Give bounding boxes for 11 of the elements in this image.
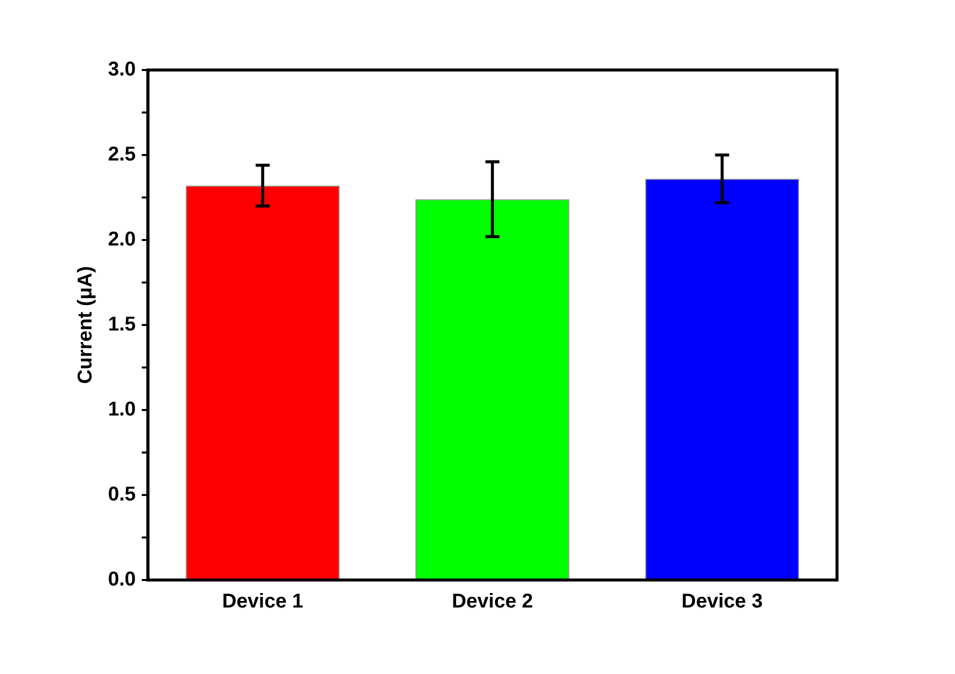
x-tick-label: Device 3 [682, 590, 763, 613]
y-tick-label: 2.5 [108, 144, 136, 166]
y-tick-label: 0.0 [108, 568, 136, 591]
x-tick-label: Device 2 [452, 590, 533, 613]
y-tick-label: 1.5 [108, 314, 136, 336]
y-tick-label: 0.5 [108, 484, 136, 506]
y-tick-label: 2.0 [108, 228, 136, 251]
y-tick-label: 3.0 [108, 58, 136, 81]
x-tick-label: Device 1 [222, 590, 304, 613]
y-tick-label: 1.0 [108, 398, 136, 421]
y-axis-title: Current (μA) [74, 266, 97, 384]
